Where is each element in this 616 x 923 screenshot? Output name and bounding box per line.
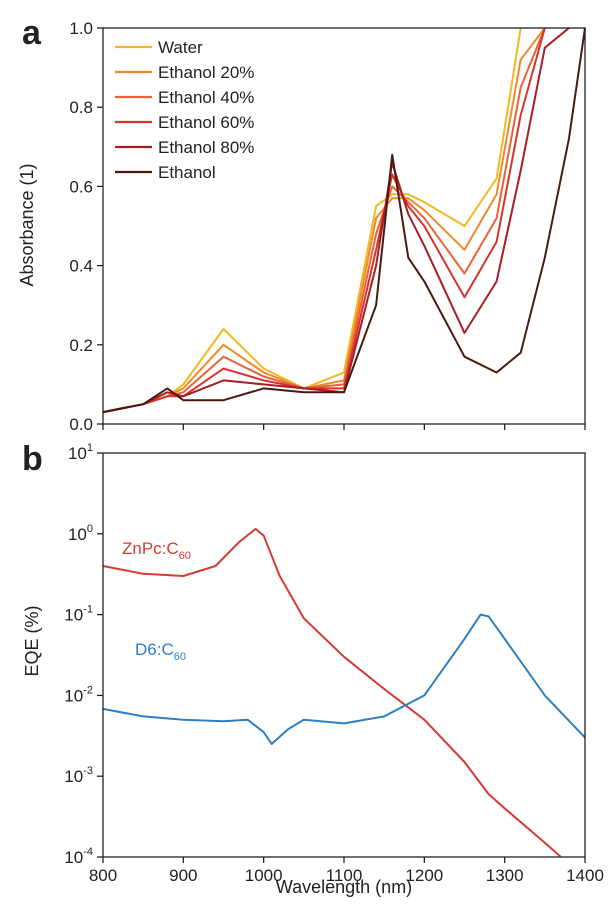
legend-label: Ethanol 60%	[158, 113, 254, 132]
panel-b-y-axis-title: EQE (%)	[22, 605, 42, 676]
a-y-tick-label: 0.8	[69, 98, 93, 117]
panel-a-y-tick-labels: 0.0 0.2 0.4 0.6 0.8 1.0	[69, 19, 93, 434]
b-y-tick-label: 10-1	[64, 604, 93, 625]
panel-b-series-lines	[102, 527, 586, 858]
b-y-tick-label: 101	[68, 442, 93, 463]
a-series-line	[102, 27, 546, 414]
panel-b-ticks	[97, 452, 586, 863]
b-x-tick-label: 1000	[245, 866, 283, 885]
legend-label: Water	[158, 38, 203, 57]
b-y-tick-label: 10-4	[64, 846, 93, 867]
d6-c60-label: D6:C60	[135, 640, 186, 663]
a-series-line	[102, 27, 570, 414]
b-y-tick-label: 100	[68, 523, 93, 544]
b-series-line	[102, 613, 586, 745]
b-x-tick-label: 1300	[486, 866, 524, 885]
b-x-tick-label: 900	[169, 866, 197, 885]
b-y-tick-label: 10-3	[64, 765, 93, 786]
a-y-tick-label: 0.4	[69, 257, 93, 276]
legend-label: Ethanol 80%	[158, 138, 254, 157]
a-series-line	[102, 27, 546, 414]
a-series-line	[102, 27, 546, 414]
a-y-tick-label: 0.6	[69, 177, 93, 196]
a-series-line	[102, 27, 522, 414]
b-x-tick-label: 1400	[566, 866, 604, 885]
b-y-tick-label: 10-2	[64, 684, 93, 705]
panel-a-letter: a	[22, 14, 42, 52]
panel-a-y-axis-title: Absorbance (1)	[17, 163, 37, 286]
b-x-tick-label: 1200	[405, 866, 443, 885]
panel-a-ticks	[97, 27, 586, 430]
b-x-tick-label: 1100	[326, 866, 363, 885]
panel-b-series-labels: ZnPc:C60 D6:C60	[122, 539, 191, 663]
a-y-tick-label: 1.0	[69, 19, 93, 38]
b-series-line	[102, 527, 562, 858]
panel-b-x-tick-labels: 800 900 1000 1100 1200 1300 1400	[89, 866, 604, 885]
a-series-line	[102, 27, 586, 414]
zncpc-c60-label: ZnPc:C60	[122, 539, 191, 562]
panel-a-series-lines	[102, 27, 586, 414]
panel-b-y-tick-labels: 101 100 10-1 10-2 10-3 10-4	[64, 442, 93, 867]
a-y-tick-label: 0.0	[69, 415, 93, 434]
panel-b-letter: b	[22, 440, 43, 478]
panel-b-chart: b EQE (%) Wavelength (nm) 101 100 10-1 10-2…	[22, 440, 604, 897]
panel-a-chart: a Absorbance (1) 0.0 0.2 0.4 0.6 0.8 1.0 Wate…	[17, 14, 586, 434]
a-y-tick-label: 0.2	[69, 336, 93, 355]
legend-label: Ethanol	[158, 163, 216, 182]
legend-label: Ethanol 40%	[158, 88, 254, 107]
panel-a-legend: Water Ethanol 20% Ethanol 40% Ethanol 60% Et…	[115, 38, 254, 182]
x-axis-title: Wavelength (nm)	[276, 877, 412, 897]
panel-a-plot-frame	[102, 27, 586, 425]
legend-label: Ethanol 20%	[158, 63, 254, 82]
panel-b-plot-frame	[102, 452, 586, 858]
b-x-tick-label: 800	[89, 866, 117, 885]
